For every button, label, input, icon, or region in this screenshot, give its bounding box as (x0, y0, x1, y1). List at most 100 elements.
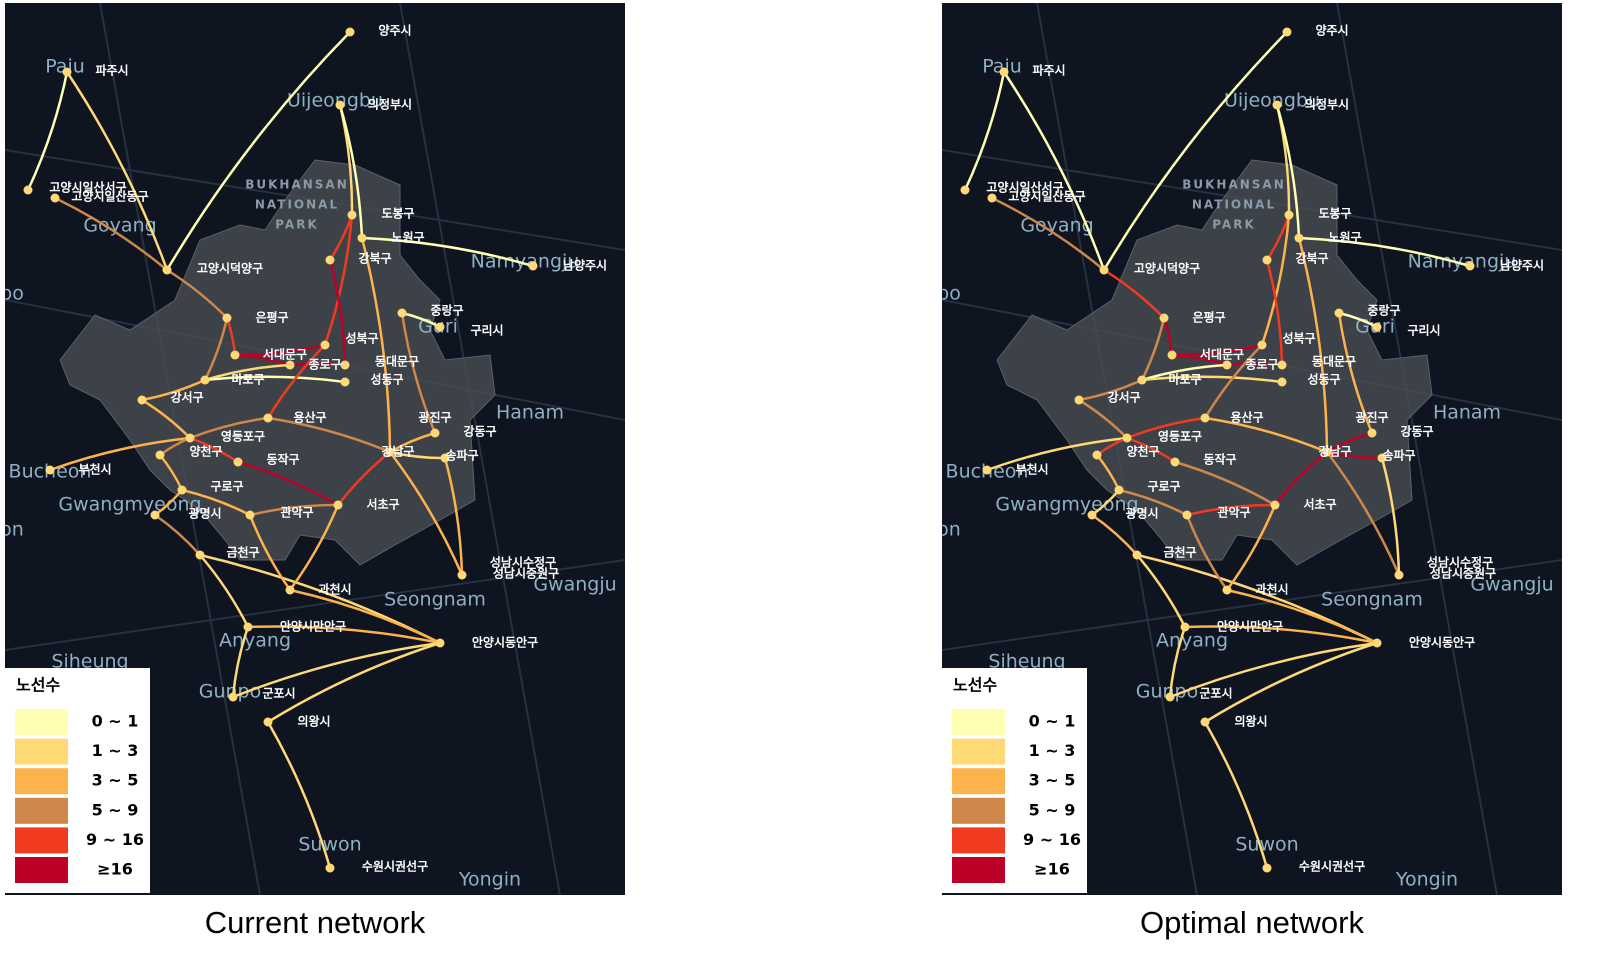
place-label: 의정부시 (1305, 97, 1349, 112)
route-edge (1265, 259, 1284, 366)
road (942, 559, 1562, 651)
node (1262, 863, 1272, 873)
legend-label: 9 ~ 16 (1023, 830, 1081, 849)
place-label: 구리시 (1407, 323, 1440, 338)
node (285, 360, 295, 370)
node (228, 692, 238, 702)
legend-label: 3 ~ 5 (92, 771, 139, 790)
area-label: Seongnam (1321, 589, 1423, 611)
place-label: 부천시 (78, 462, 111, 477)
place-label: 강서구 (1107, 390, 1140, 405)
place-label: 서초구 (1303, 497, 1336, 512)
legend-label: ≥16 (97, 860, 133, 879)
route-edge (1141, 375, 1283, 384)
route-edge (189, 436, 239, 464)
route-edge (189, 416, 269, 440)
place-label: 부천시 (1015, 462, 1048, 477)
place-label: 종로구 (1245, 358, 1278, 372)
node (1272, 100, 1282, 110)
place-label: 안양시동안구 (472, 635, 538, 650)
route-edge (26, 71, 69, 191)
place-label: 성북구 (345, 332, 378, 346)
node (1394, 570, 1404, 580)
place-label: 동대문구 (1312, 355, 1356, 369)
route-edge (389, 450, 446, 460)
legend-swatch (15, 709, 68, 735)
route-edge (165, 31, 351, 271)
place-label: 남양주시 (1500, 258, 1544, 273)
node (137, 395, 147, 405)
legend-swatch (952, 709, 1005, 735)
legend-swatch (952, 738, 1005, 765)
legend-title: 노선수 (16, 676, 60, 695)
place-label: 고양시덕양구 (197, 261, 263, 276)
route-edge (49, 436, 191, 472)
place-label: 강북구 (1295, 252, 1328, 266)
place-label: 마포구 (1168, 372, 1201, 387)
place-label: 구리시 (470, 323, 503, 338)
place-label: 구로구 (1147, 480, 1180, 494)
area-label: Gwangju (1470, 574, 1553, 596)
node (195, 550, 205, 560)
node (435, 322, 445, 332)
node (155, 450, 165, 460)
node (245, 510, 255, 520)
legend-swatch (15, 768, 68, 795)
node (1137, 375, 1147, 385)
node (1087, 510, 1097, 520)
place-label: 성북구 (1282, 332, 1315, 346)
node (285, 585, 295, 595)
route-edge (1275, 104, 1301, 239)
route-edge (1226, 362, 1283, 367)
place-label: 과천시 (1255, 582, 1288, 597)
area-label: Seongnam (384, 589, 486, 611)
road (5, 559, 625, 651)
route-edge (1380, 457, 1401, 576)
route-edge (65, 71, 169, 271)
route-edge (266, 344, 326, 419)
route-edge (203, 317, 229, 381)
place-label: 노원구 (1328, 231, 1361, 245)
road (1336, 3, 1498, 895)
route-edge (1171, 353, 1228, 367)
legend-title: 노선수 (953, 676, 997, 695)
map-panel: BUKHANSAN NATIONAL PARK Paju Uijeongbu Goyang… (942, 3, 1562, 895)
node (1122, 433, 1132, 443)
route-edge (237, 460, 339, 507)
route-edge (1168, 626, 1187, 698)
node (1372, 322, 1382, 332)
place-label: 남양주시 (563, 258, 607, 273)
place-label: 성동구 (370, 373, 403, 387)
area-label: Siheung (51, 651, 128, 673)
area-label: Yongin (458, 869, 521, 891)
route-edge (204, 363, 291, 382)
place-label: 관악구 (280, 505, 313, 520)
place-label: 구로구 (210, 480, 243, 494)
route-edge (289, 362, 346, 367)
node (1200, 717, 1210, 727)
node (960, 185, 970, 195)
place-label: 안양시동안구 (1409, 635, 1475, 650)
route-edge (360, 237, 392, 453)
place-label: 동대문구 (375, 355, 419, 369)
legend-swatch (15, 827, 68, 854)
area-label: Yongin (1395, 869, 1458, 891)
park-label: BUKHANSAN (1182, 178, 1286, 192)
place-label: 마포구 (231, 372, 264, 387)
route-edge (1174, 460, 1276, 507)
route-edge (1274, 451, 1328, 506)
node (340, 377, 350, 387)
legend-swatch (952, 827, 1005, 854)
place-label: 안양시만안구 (280, 619, 346, 634)
area-label: Gwangmyeong (995, 494, 1138, 516)
node (1200, 413, 1210, 423)
place-label: 광진구 (1355, 410, 1388, 425)
legend: 노선수 0 ~ 1 1 ~ 3 3 ~ 5 5 ~ 9 9 ~ 16 ≥16 (942, 668, 1087, 893)
area-label: Goyang (1020, 215, 1093, 237)
legend-label: 1 ~ 3 (92, 741, 139, 760)
route-edge (234, 353, 291, 367)
place-label: 양주시 (378, 23, 411, 38)
node (1222, 585, 1232, 595)
area-label: Gunpo (199, 681, 262, 703)
